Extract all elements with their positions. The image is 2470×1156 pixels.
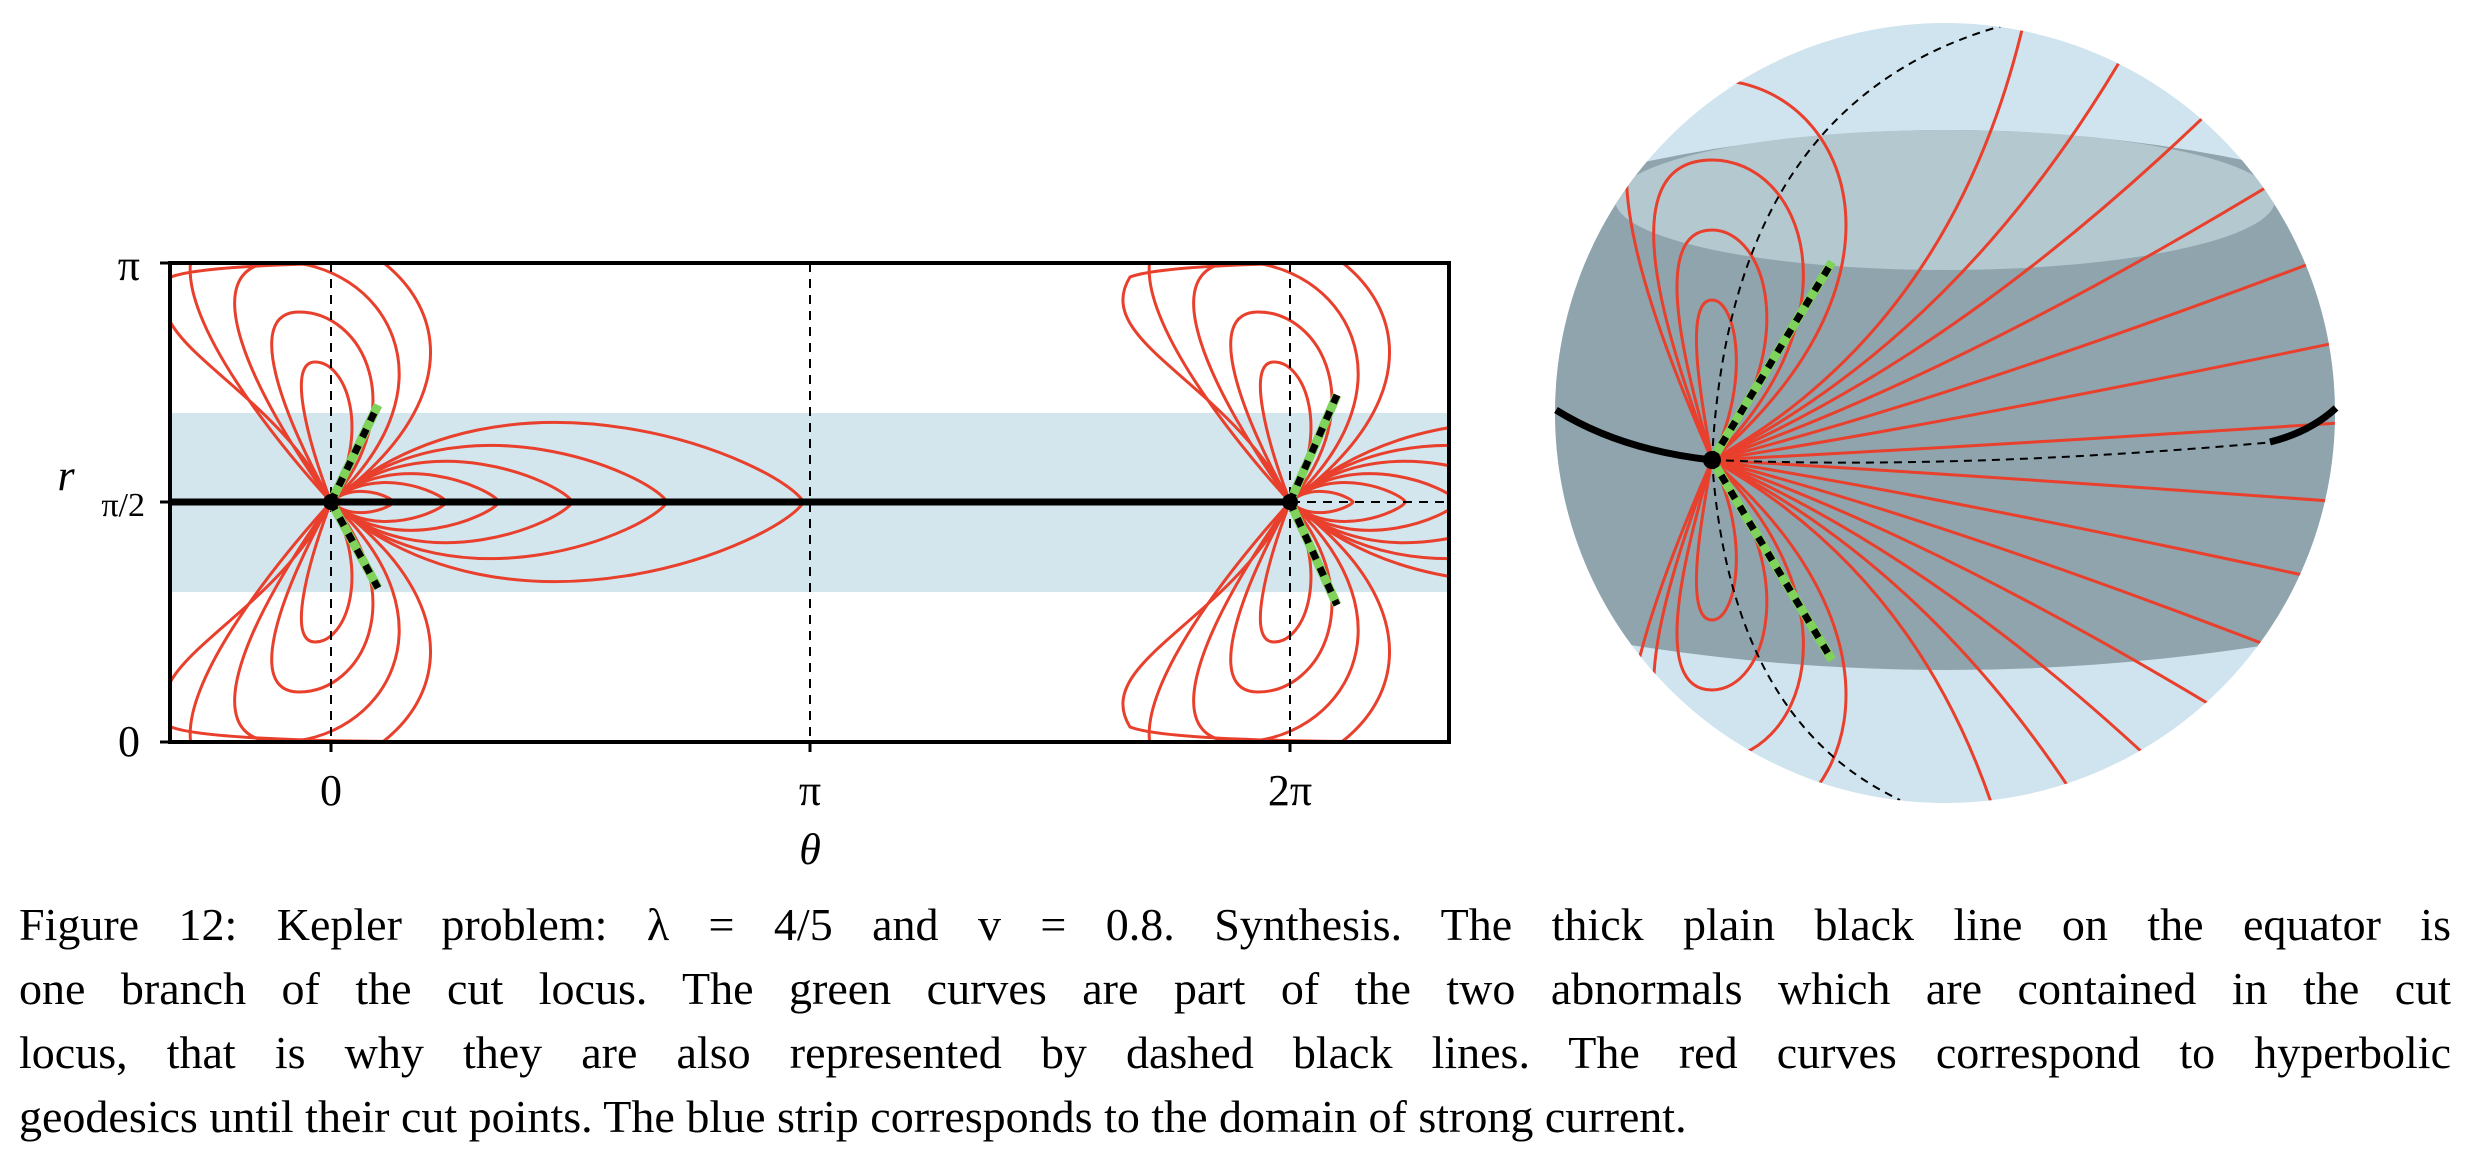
cut-locus	[2269, 405, 2339, 446]
geodesics	[1624, 23, 2335, 803]
geodesic	[1694, 298, 1738, 461]
geodesic	[1121, 263, 1449, 503]
band-top	[1615, 130, 2275, 270]
geodesic	[1147, 263, 1392, 504]
x-tick-label: 2π	[1268, 766, 1312, 815]
geodesic	[1711, 100, 2221, 462]
x-tick-label: π	[799, 766, 821, 815]
y-tick-label: 0	[118, 717, 140, 766]
geodesic	[1711, 416, 2335, 462]
ticks	[160, 261, 1292, 752]
x-axis-label: θ	[799, 825, 821, 874]
caption-line: geodesics until their cut points. The bl…	[19, 1091, 1687, 1142]
geodesic	[299, 501, 354, 644]
geodesic	[1624, 458, 1848, 803]
geodesic	[1675, 228, 1769, 461]
sphere-panel	[1554, 23, 2339, 803]
abnormals	[326, 393, 1342, 607]
geodesic	[1675, 459, 1769, 692]
geodesic	[1694, 459, 1738, 622]
geodesic	[1711, 458, 2291, 755]
abnormals	[1708, 260, 1836, 662]
geodesic	[1711, 458, 2335, 509]
strong-current-band	[1555, 130, 2335, 670]
geodesic	[1289, 443, 1449, 561]
geodesic	[1711, 42, 2132, 462]
left-panel: 0 π/2 π r 0 π 2π θ	[57, 241, 1451, 874]
geodesic	[233, 263, 401, 504]
geodesic	[1711, 246, 2335, 462]
cut-locus	[1554, 407, 1713, 464]
geodesic	[1258, 360, 1313, 503]
point	[1282, 494, 1298, 510]
geodesic	[1711, 458, 2025, 803]
geodesic	[1192, 263, 1360, 504]
geodesic	[1711, 169, 2295, 462]
caption-line: locus, that is why they are also represe…	[19, 1027, 2451, 1078]
caption-line: one branch of the cut locus. The green c…	[19, 963, 2451, 1014]
geodesic	[1711, 458, 2335, 596]
geodesic	[270, 501, 375, 694]
figure: 0 π/2 π r 0 π 2π θ	[57, 23, 2339, 874]
point	[323, 494, 339, 510]
geodesic	[1711, 23, 2031, 462]
x-tick-label: 0	[320, 766, 342, 815]
geodesic	[1289, 472, 1449, 532]
geodesic	[1289, 490, 1355, 514]
y-tick-label: π/2	[101, 487, 145, 524]
caption-line: Figure 12: Kepler problem: λ = 4/5 and v…	[19, 899, 2451, 950]
geodesic	[188, 263, 433, 504]
y-axis-label: r	[57, 451, 75, 500]
geodesic	[299, 360, 354, 503]
y-tick-label: π	[118, 241, 140, 290]
geodesic	[1147, 500, 1392, 742]
geodesic	[1289, 459, 1449, 545]
geodesic	[188, 500, 433, 742]
point	[1703, 451, 1721, 469]
geodesic	[1711, 458, 2335, 679]
geodesic	[1711, 329, 2335, 462]
equator-back	[1711, 441, 2276, 464]
geodesic	[1258, 501, 1313, 644]
